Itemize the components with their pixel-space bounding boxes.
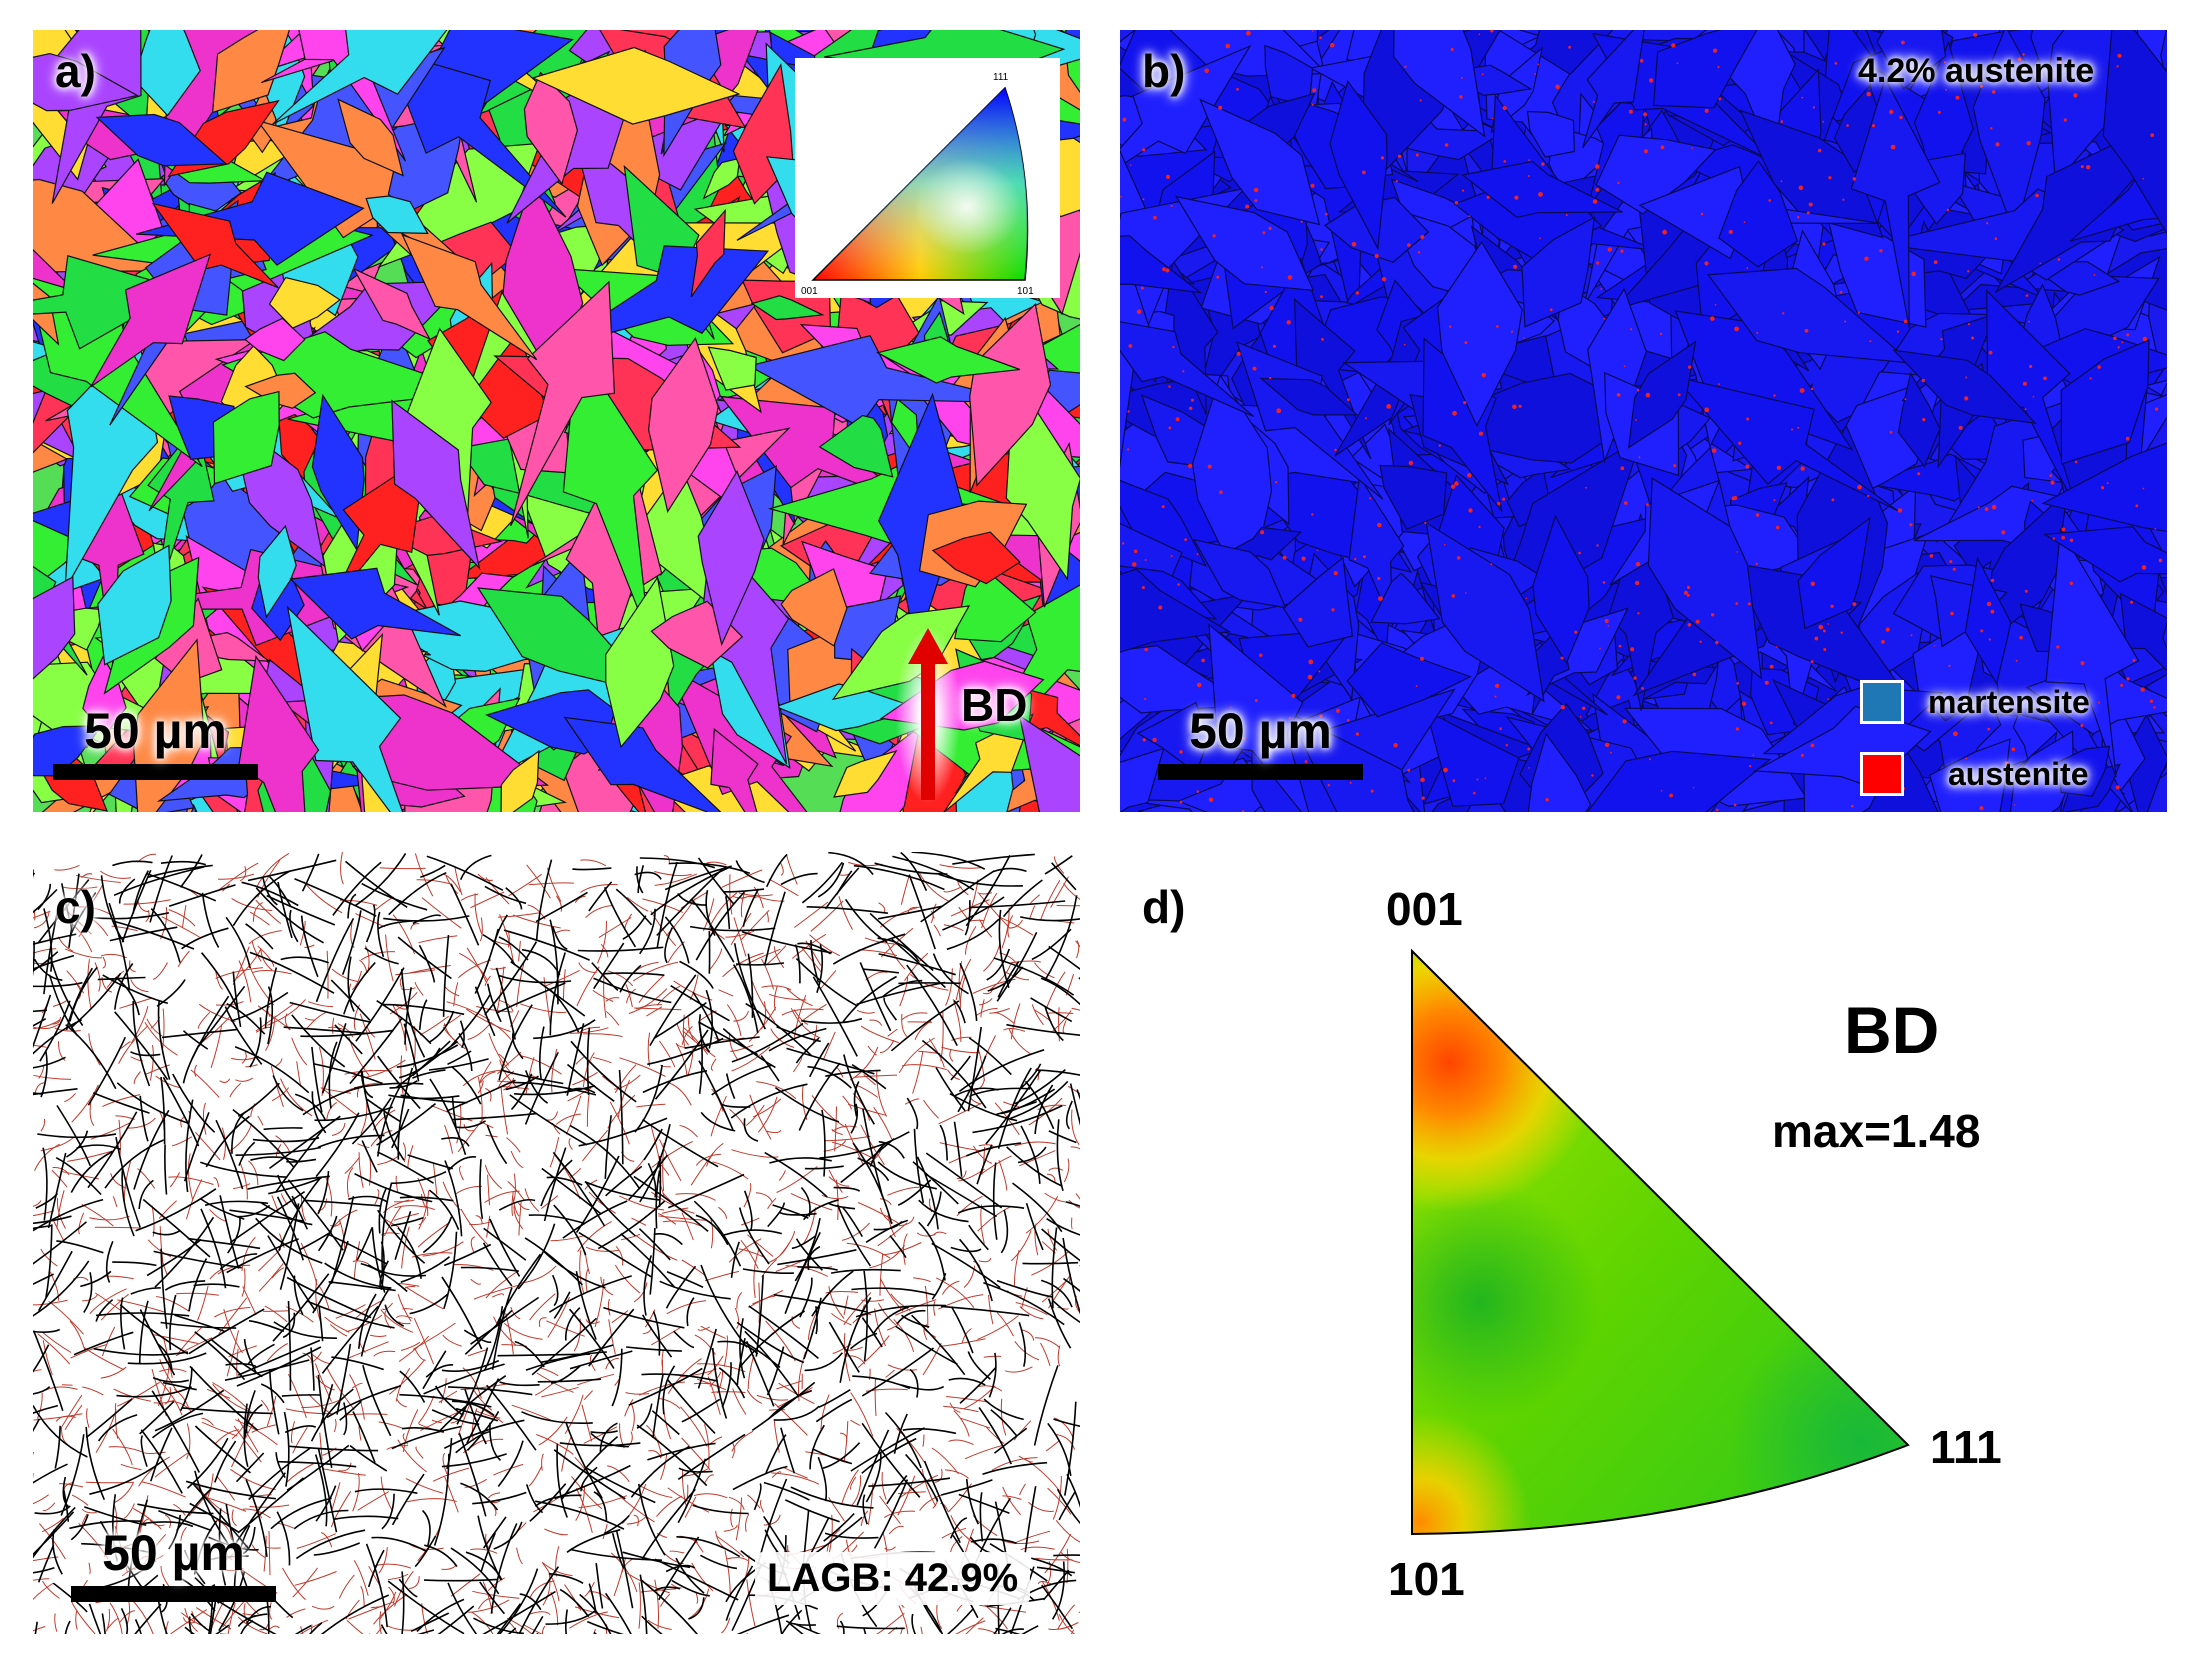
phase-map <box>1120 30 2167 812</box>
scale-bar-text: 50 µm <box>1189 703 1332 759</box>
build-direction-arrow-icon <box>908 628 948 800</box>
key-label-101: 101 <box>1017 286 1034 297</box>
ipf-label-001: 001 <box>1386 883 1463 935</box>
ipf-map-panel: 001 101 111 a) BD 50 µm <box>33 30 1080 812</box>
ipf-label-101: 101 <box>1388 1553 1465 1605</box>
scale-bar-c: 50 µm <box>71 1528 276 1602</box>
scale-bar-line <box>1158 764 1363 780</box>
austenite-fraction-label: 4.2% austenite <box>1858 52 2095 90</box>
panel-label-b: b) <box>1142 45 1186 97</box>
scale-bar-text: 50 µm <box>102 1525 245 1581</box>
austenite-swatch <box>1860 752 1904 796</box>
scale-bar-a: 50 µm <box>53 706 258 780</box>
panel-label-d: d) <box>1142 881 1186 933</box>
ipf-key-triangle: 001 101 111 <box>801 72 1034 297</box>
inverse-pole-figure-panel: d) <box>1120 852 2167 1634</box>
martensite-legend-label: martensite <box>1928 684 2090 720</box>
bd-label: BD <box>961 679 1028 731</box>
scale-bar-line <box>53 764 258 780</box>
martensite-swatch <box>1860 680 1904 724</box>
key-label-001: 001 <box>801 286 818 297</box>
panel-label-c: c) <box>55 881 96 933</box>
lagb-text: LAGB: 42.9% <box>767 1556 1019 1600</box>
grain-boundary-map <box>33 852 1080 1634</box>
ipf-direction-label: BD <box>1844 993 1940 1067</box>
panel-label-a: a) <box>55 45 96 97</box>
grain-boundary-map-panel: c) 50 µm LAGB: 42.9% <box>33 852 1080 1634</box>
ipf-texture-triangle <box>1411 948 1910 1536</box>
key-label-111: 111 <box>993 72 1009 83</box>
ipf-label-111: 111 <box>1930 1421 2002 1473</box>
scale-bar-b: 50 µm <box>1158 706 1363 780</box>
austenite-legend-label: austenite <box>1948 756 2089 792</box>
ipf-color-key: 001 101 111 <box>795 58 1060 298</box>
ipf-max-label: max=1.48 <box>1772 1105 1981 1157</box>
lagb-label: LAGB: 42.9% <box>755 1552 1031 1605</box>
phase-map-panel: b) 4.2% austenite martensite austenite 5… <box>1120 30 2167 812</box>
scale-bar-text: 50 µm <box>84 703 227 759</box>
scale-bar-line <box>71 1586 276 1602</box>
